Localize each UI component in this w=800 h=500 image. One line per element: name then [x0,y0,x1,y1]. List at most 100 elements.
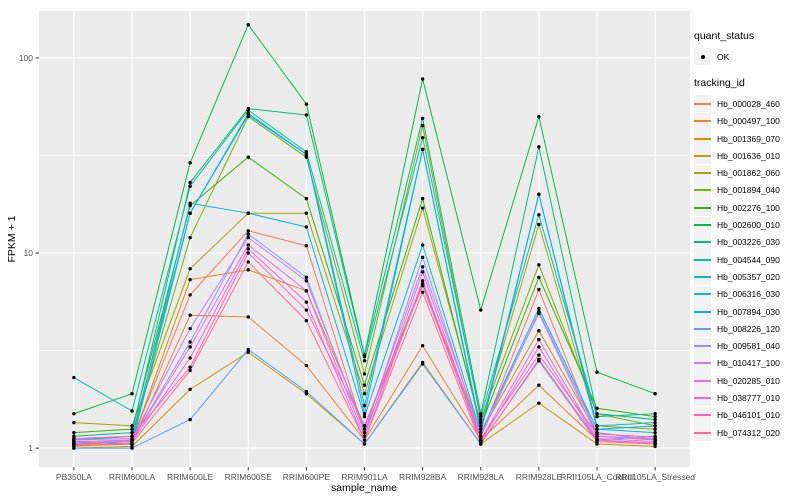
data-point [304,150,309,154]
line-swatch [694,285,711,303]
data-point [304,152,309,157]
x-tick-label: RRIM928LA [458,472,505,482]
data-point [420,290,425,294]
legend-item-Hb_004544_090: Hb_004544_090 [694,251,798,269]
legend-item-label: Hb_006316_030 [717,289,780,300]
data-point [130,446,134,450]
line-swatch [694,389,711,407]
line-swatch-color [694,431,711,434]
line-swatch-color [694,224,711,227]
data-point [362,354,367,359]
data-point [362,383,367,387]
data-point [653,430,657,435]
data-point [420,279,425,283]
line-swatch-color [694,120,711,123]
data-point [130,441,134,445]
legend-tracking-entries: Hb_000028_460 Hb_000497_100 Hb_001369_070 H… [694,95,798,442]
data-point [595,414,599,419]
line-swatch [694,337,711,355]
line-swatch [694,199,711,217]
data-point [188,326,192,331]
legend-item-Hb_001636_010: Hb_001636_010 [694,147,798,165]
legend-item-label: Hb_046101_010 [717,410,780,421]
data-point [420,116,425,121]
line-swatch [694,354,711,372]
data-point [479,412,483,416]
data-point [246,247,250,251]
line-swatch-color [694,275,711,278]
x-tick-label: RRIM600SE [225,472,273,482]
data-point [72,436,76,441]
data-point [304,279,309,283]
data-point [188,201,192,205]
data-point [537,275,541,280]
data-point [304,300,309,304]
line-swatch-color [694,102,711,105]
x-tick-label: RRIM600LA [109,472,156,482]
point-symbol-key [694,48,711,66]
data-point [246,229,250,233]
data-point [479,441,483,445]
data-point [188,180,192,185]
legend-tracking-id: tracking_id Hb_000028_460 Hb_000497_100 Hb… [694,77,798,442]
legend-item-label: Hb_002276_100 [717,202,780,213]
y-axis-title: FPKM + 1 [6,215,18,263]
data-point [130,424,134,428]
data-point [420,243,425,247]
data-point [653,414,657,419]
legend-item-label: Hb_001369_070 [717,133,780,144]
data-point [362,434,367,438]
line-swatch [694,112,711,130]
data-point [537,311,541,316]
line-swatch-color [694,137,711,140]
legend-item-Hb_002276_100: Hb_002276_100 [694,199,798,217]
data-point [653,392,657,396]
data-point [188,267,192,271]
data-point [188,417,192,422]
data-point [362,427,367,431]
data-point [130,392,134,396]
x-tick-label: RRIM600LE [167,472,214,482]
data-point [246,232,250,236]
data-point [130,427,134,431]
data-point [246,260,250,264]
data-point [537,192,541,196]
data-point [537,337,541,342]
line-swatch [694,320,711,338]
data-point [479,420,483,425]
data-point [246,108,250,112]
legend-item-Hb_001369_070: Hb_001369_070 [694,130,798,148]
data-point [362,438,367,442]
data-point [362,430,367,435]
data-point [246,268,250,272]
x-tick-label: RRIM928BA [399,472,447,482]
point-icon [700,54,705,59]
legend-item-Hb_020285_010: Hb_020285_010 [694,372,798,390]
data-point [188,161,192,165]
data-point [595,439,599,444]
data-point [246,155,250,159]
data-point [362,372,367,376]
data-point [72,441,76,445]
line-swatch-color [694,172,711,175]
legend-item-label: Hb_001862_060 [717,168,780,179]
line-swatch-color [694,241,711,244]
data-point [304,155,309,159]
data-point [537,345,541,349]
data-point [479,424,483,428]
x-tick-label: RRII105LA_Control [560,472,634,482]
data-point [72,443,76,448]
line-swatch [694,181,711,199]
data-point [72,375,76,380]
data-point [653,420,657,425]
legend-item-Hb_038777_010: Hb_038777_010 [694,389,798,407]
data-point [72,446,76,450]
data-point [595,432,599,436]
data-point [479,427,483,431]
line-swatch-color [694,327,711,330]
line-swatch [694,130,711,148]
data-point [420,265,425,269]
data-point [420,283,425,288]
legend-item-label: Hb_010417_100 [717,358,780,369]
